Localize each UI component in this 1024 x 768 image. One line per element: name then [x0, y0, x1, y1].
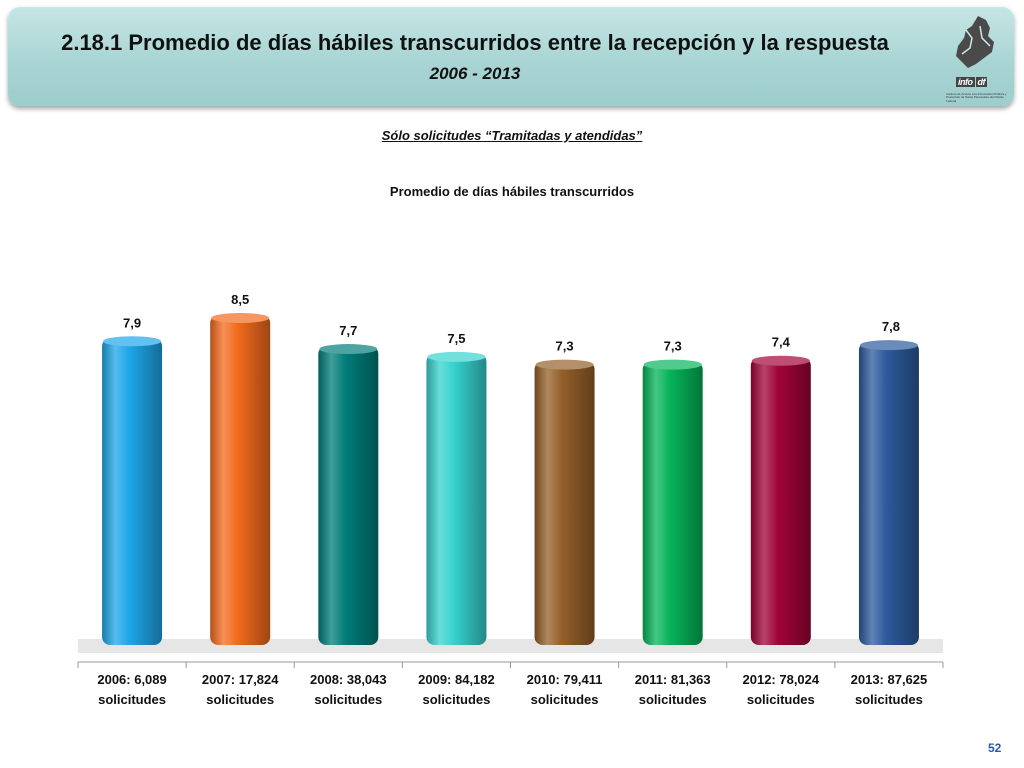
category-label-2-0: 2008: 38,043	[310, 672, 387, 687]
bar-2	[318, 346, 379, 645]
mexico-city-map-icon	[956, 16, 994, 68]
category-label-0-1: solicitudes	[98, 692, 166, 707]
value-label-7: 7,8	[882, 319, 900, 334]
category-label-1-0: 2007: 17,824	[202, 672, 279, 687]
category-label-6-0: 2012: 78,024	[743, 672, 820, 687]
bar-4	[534, 361, 595, 645]
category-label-0-0: 2006: 6,089	[97, 672, 166, 687]
value-label-1: 8,5	[231, 292, 249, 307]
category-label-4-0: 2010: 79,411	[527, 672, 603, 687]
bar-cap-7	[859, 340, 918, 351]
bar-cap-3	[427, 351, 486, 362]
header-banner	[8, 6, 1014, 106]
value-label-3: 7,5	[447, 331, 465, 346]
bar-cap-6	[751, 355, 810, 366]
value-label-2: 7,7	[339, 323, 357, 338]
category-label-4-1: solicitudes	[531, 692, 599, 707]
value-label-5: 7,3	[664, 339, 682, 354]
category-label-7-1: solicitudes	[855, 692, 923, 707]
category-label-3-0: 2009: 84,182	[418, 672, 495, 687]
category-label-5-0: 2011: 81,363	[635, 672, 711, 687]
chart-title: Promedio de días hábiles transcurridos	[389, 184, 635, 199]
bar-1	[210, 315, 271, 645]
category-label-6-1: solicitudes	[747, 692, 815, 707]
category-label-1-1: solicitudes	[206, 692, 274, 707]
category-label-2-1: solicitudes	[314, 692, 382, 707]
logo-text: info	[956, 77, 975, 87]
info-df-logo: info df	[955, 72, 987, 89]
chart-floor	[78, 639, 943, 653]
page-subtitle: 2006 - 2013	[429, 64, 521, 83]
page-number: 52	[988, 741, 1002, 755]
bar-3	[426, 353, 487, 645]
bar-0	[102, 338, 163, 645]
filter-note: Sólo solicitudes “Tramitadas y atendidas…	[381, 128, 643, 143]
bar-7	[858, 342, 919, 645]
bar-cap-2	[319, 344, 378, 355]
bar-5	[642, 361, 703, 645]
category-label-3-1: solicitudes	[422, 692, 490, 707]
bar-cap-0	[103, 336, 162, 347]
bar-6	[750, 357, 811, 645]
bar-cap-4	[535, 359, 594, 370]
page-title: 2.18.1 Promedio de días hábiles transcur…	[61, 30, 889, 55]
bar-cap-1	[211, 313, 270, 323]
value-label-0: 7,9	[123, 315, 141, 330]
logo-suffix: df	[975, 77, 987, 87]
value-label-6: 7,4	[772, 335, 791, 350]
logo-caption: Instituto de Acceso a la Información Púb…	[946, 92, 1007, 103]
bar-cap-5	[643, 359, 702, 370]
value-label-4: 7,3	[556, 339, 574, 354]
category-label-7-0: 2013: 87,625	[851, 672, 928, 687]
category-label-5-1: solicitudes	[639, 692, 707, 707]
